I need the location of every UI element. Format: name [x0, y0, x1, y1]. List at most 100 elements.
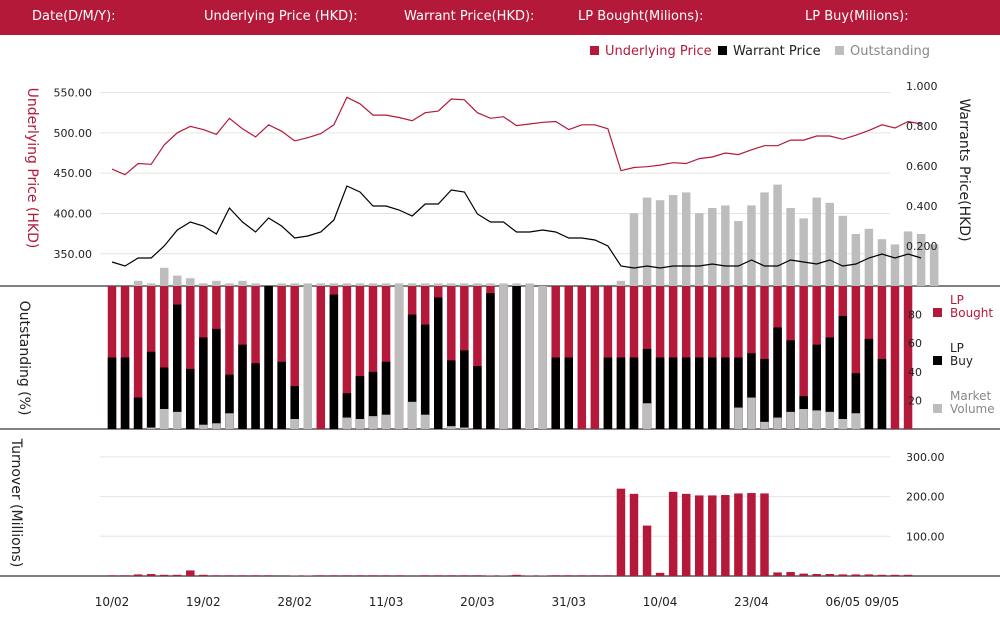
lp-buy-bar	[407, 314, 417, 429]
lp-buy-bar	[838, 316, 848, 429]
turnover-bar	[629, 493, 639, 576]
turnover-bar	[120, 575, 130, 576]
turnover-bar	[864, 574, 874, 576]
y-tick-mid: 40	[908, 366, 922, 379]
outstanding-bar	[616, 280, 626, 286]
lp-buy-bar	[734, 357, 743, 429]
lp-bought-bar	[903, 286, 913, 429]
turnover-bar	[681, 493, 691, 576]
market-volume-bar	[538, 286, 547, 429]
lp-buy-bar	[199, 337, 208, 429]
turnover-bar	[238, 575, 247, 576]
market-volume-bar	[407, 401, 417, 429]
outstanding-bar	[199, 283, 208, 286]
x-tick-label: 06/05	[826, 595, 861, 609]
warrant-price-label: Warrant Price(HKD):	[404, 9, 535, 24]
turnover-bar	[838, 574, 848, 576]
outstanding-bar	[460, 283, 469, 286]
lp-bought-bar	[316, 286, 326, 429]
turnover-bar	[734, 493, 743, 576]
turnover-bar	[616, 488, 626, 576]
market-volume-bar	[199, 424, 208, 429]
outstanding-bar	[329, 283, 339, 286]
lp-buy-bar	[708, 357, 717, 429]
outstanding-bar	[668, 195, 678, 286]
outstanding-bar	[890, 244, 900, 286]
market-volume-bar	[799, 408, 808, 429]
outstanding-bar	[486, 283, 495, 286]
turnover-bar	[159, 574, 169, 576]
outstanding-bar	[721, 205, 730, 286]
turnover-bar	[877, 574, 887, 576]
market-volume-bar	[851, 413, 861, 429]
lp-buy-bar	[173, 304, 182, 429]
mid-legend-swatch	[933, 404, 942, 413]
turnover-bar	[381, 575, 391, 576]
market-volume-bar	[342, 417, 352, 429]
x-tick-label: 31/03	[551, 595, 586, 609]
y-tick-bottom: 200.00	[906, 491, 945, 504]
y-tick-right: 0.400	[906, 200, 938, 213]
turnover-bar	[146, 574, 156, 576]
y-axis-mid-title: Outstanding (%)	[16, 301, 32, 416]
outstanding-bar	[499, 283, 508, 286]
turnover-bar	[747, 493, 756, 576]
lp-buy-bar	[238, 344, 247, 429]
lp-bought-bar	[342, 286, 352, 429]
underlying-price-label: Underlying Price (HKD):	[204, 9, 358, 24]
y-tick-bottom: 300.00	[906, 451, 945, 464]
lp-bought-bar	[851, 286, 861, 429]
market-volume-bar	[212, 423, 221, 429]
market-volume-bar	[812, 410, 821, 429]
x-tick-label: 10/02	[95, 595, 130, 609]
turnover-bar	[212, 575, 221, 576]
lp-buy-bar	[851, 373, 861, 429]
y-tick-left: 400.00	[54, 207, 93, 220]
lp-buy-bar	[760, 358, 769, 429]
legend-label: Outstanding	[850, 44, 930, 59]
lp-buy-bar	[381, 361, 391, 429]
outstanding-bar	[251, 283, 260, 286]
x-tick-label: 20/03	[460, 595, 495, 609]
lp-buy-bar	[368, 371, 378, 429]
outstanding-bar	[355, 283, 365, 286]
y-tick-mid: 60	[908, 337, 922, 350]
market-volume-bar	[525, 286, 534, 429]
lp-bought-bar	[590, 286, 600, 429]
outstanding-bar	[708, 208, 717, 286]
outstanding-bar	[681, 192, 691, 286]
legend-label: Underlying Price	[605, 44, 712, 59]
turnover-bar	[590, 575, 600, 576]
legend-swatch	[835, 46, 844, 55]
lp-buy-bar	[877, 358, 887, 429]
outstanding-bar	[838, 215, 848, 286]
outstanding-bar	[420, 283, 430, 286]
outstanding-bar	[290, 283, 299, 286]
turnover-bar	[760, 493, 769, 576]
lp-buy-bar	[773, 327, 782, 429]
market-volume-bar	[381, 414, 391, 429]
turnover-bar	[655, 572, 665, 576]
turnover-bar	[368, 575, 378, 576]
lp-buy-bar	[864, 338, 874, 429]
y-tick-right: 0.600	[906, 160, 938, 173]
lp-buy-bar	[551, 357, 560, 429]
y-tick-left: 500.00	[54, 127, 93, 140]
outstanding-bar	[786, 208, 795, 286]
outstanding-bar	[929, 244, 939, 286]
turnover-bar	[825, 574, 834, 576]
turnover-bar	[551, 575, 560, 576]
mid-legend-label: LP Bought	[950, 293, 993, 320]
x-tick-label: 10/04	[643, 595, 678, 609]
outstanding-bar	[916, 234, 926, 286]
lp-bought-bar	[251, 286, 260, 429]
y-tick-left: 350.00	[54, 248, 93, 261]
outstanding-bar	[525, 283, 534, 286]
outstanding-bar	[212, 280, 221, 286]
turnover-bar	[342, 575, 352, 576]
legend-swatch	[718, 46, 727, 55]
x-tick-label: 19/02	[186, 595, 221, 609]
lp-bought-bar	[577, 286, 587, 429]
market-volume-bar	[420, 414, 430, 429]
